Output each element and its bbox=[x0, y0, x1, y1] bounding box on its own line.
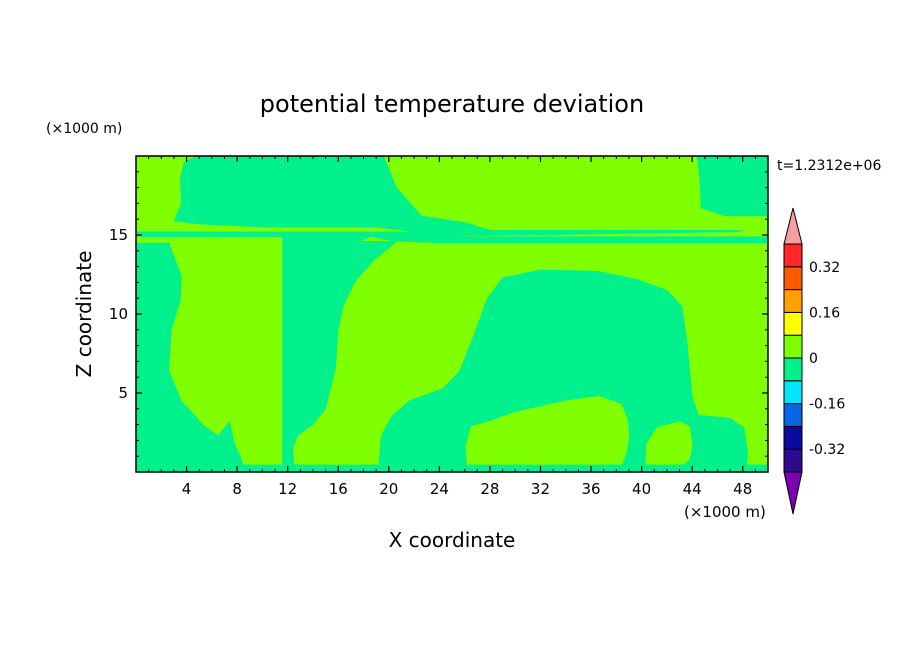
colorbar-label: -0.32 bbox=[809, 442, 845, 458]
x-tick-label: 12 bbox=[278, 480, 297, 498]
x-tick-label: 32 bbox=[531, 480, 550, 498]
x-tick-label: 40 bbox=[632, 480, 651, 498]
colorbar-swatch bbox=[783, 357, 803, 382]
colorbar-label: -0.16 bbox=[809, 397, 845, 413]
colorbar: -0.32 -0.16 0 0.16 0.32 bbox=[783, 207, 845, 515]
colorbar-swatch bbox=[783, 448, 803, 473]
y-tick-label: 5 bbox=[118, 384, 128, 402]
colorbar-swatch bbox=[783, 334, 803, 359]
x-tick-label: 8 bbox=[232, 480, 242, 498]
contour-region-9 bbox=[696, 155, 769, 217]
x-tick-label: 48 bbox=[733, 480, 752, 498]
y-axis-unit: (×1000 m) bbox=[46, 121, 122, 137]
colorbar-label: 0.32 bbox=[809, 260, 840, 276]
y-axis-label: Z coordinate bbox=[72, 251, 96, 378]
x-axis-label: X coordinate bbox=[389, 528, 516, 552]
time-label: t=1.2312e+06 bbox=[777, 158, 881, 174]
colorbar-swatch bbox=[783, 266, 803, 291]
x-axis: 4 8 12 16 20 24 28 32 36 40 44 48 bbox=[148, 156, 756, 498]
colorbar-swatch bbox=[783, 403, 803, 427]
contour-region-3 bbox=[370, 236, 769, 244]
chart-title: potential temperature deviation bbox=[260, 90, 644, 118]
contour-region-1 bbox=[135, 242, 244, 466]
x-tick-label: 16 bbox=[329, 480, 348, 498]
contour-fills bbox=[135, 155, 769, 473]
x-tick-label: 24 bbox=[430, 480, 449, 498]
y-tick-label: 15 bbox=[109, 226, 128, 244]
colorbar-label: 0 bbox=[809, 351, 818, 367]
colorbar-label: 0.16 bbox=[809, 305, 840, 321]
colorbar-over-arrow bbox=[783, 207, 803, 245]
y-tick-label: 10 bbox=[109, 305, 128, 323]
x-axis-unit: (×1000 m) bbox=[684, 503, 766, 521]
x-tick-label: 44 bbox=[683, 480, 702, 498]
colorbar-under-arrow bbox=[783, 471, 803, 515]
colorbar-swatch bbox=[783, 289, 803, 313]
contour-region-5 bbox=[378, 269, 749, 466]
x-tick-label: 20 bbox=[379, 480, 398, 498]
contour-region-6 bbox=[465, 395, 630, 466]
x-tick-label: 28 bbox=[480, 480, 499, 498]
contour-region-7 bbox=[645, 421, 693, 466]
y-axis: 5 10 15 bbox=[109, 171, 768, 457]
contour-region-4 bbox=[282, 241, 397, 466]
x-tick-label: 4 bbox=[182, 480, 192, 498]
colorbar-swatch bbox=[783, 243, 803, 268]
colorbar-swatch bbox=[783, 425, 803, 450]
colorbar-swatch bbox=[783, 311, 803, 336]
x-tick-label: 36 bbox=[581, 480, 600, 498]
colorbar-swatch bbox=[783, 380, 803, 405]
